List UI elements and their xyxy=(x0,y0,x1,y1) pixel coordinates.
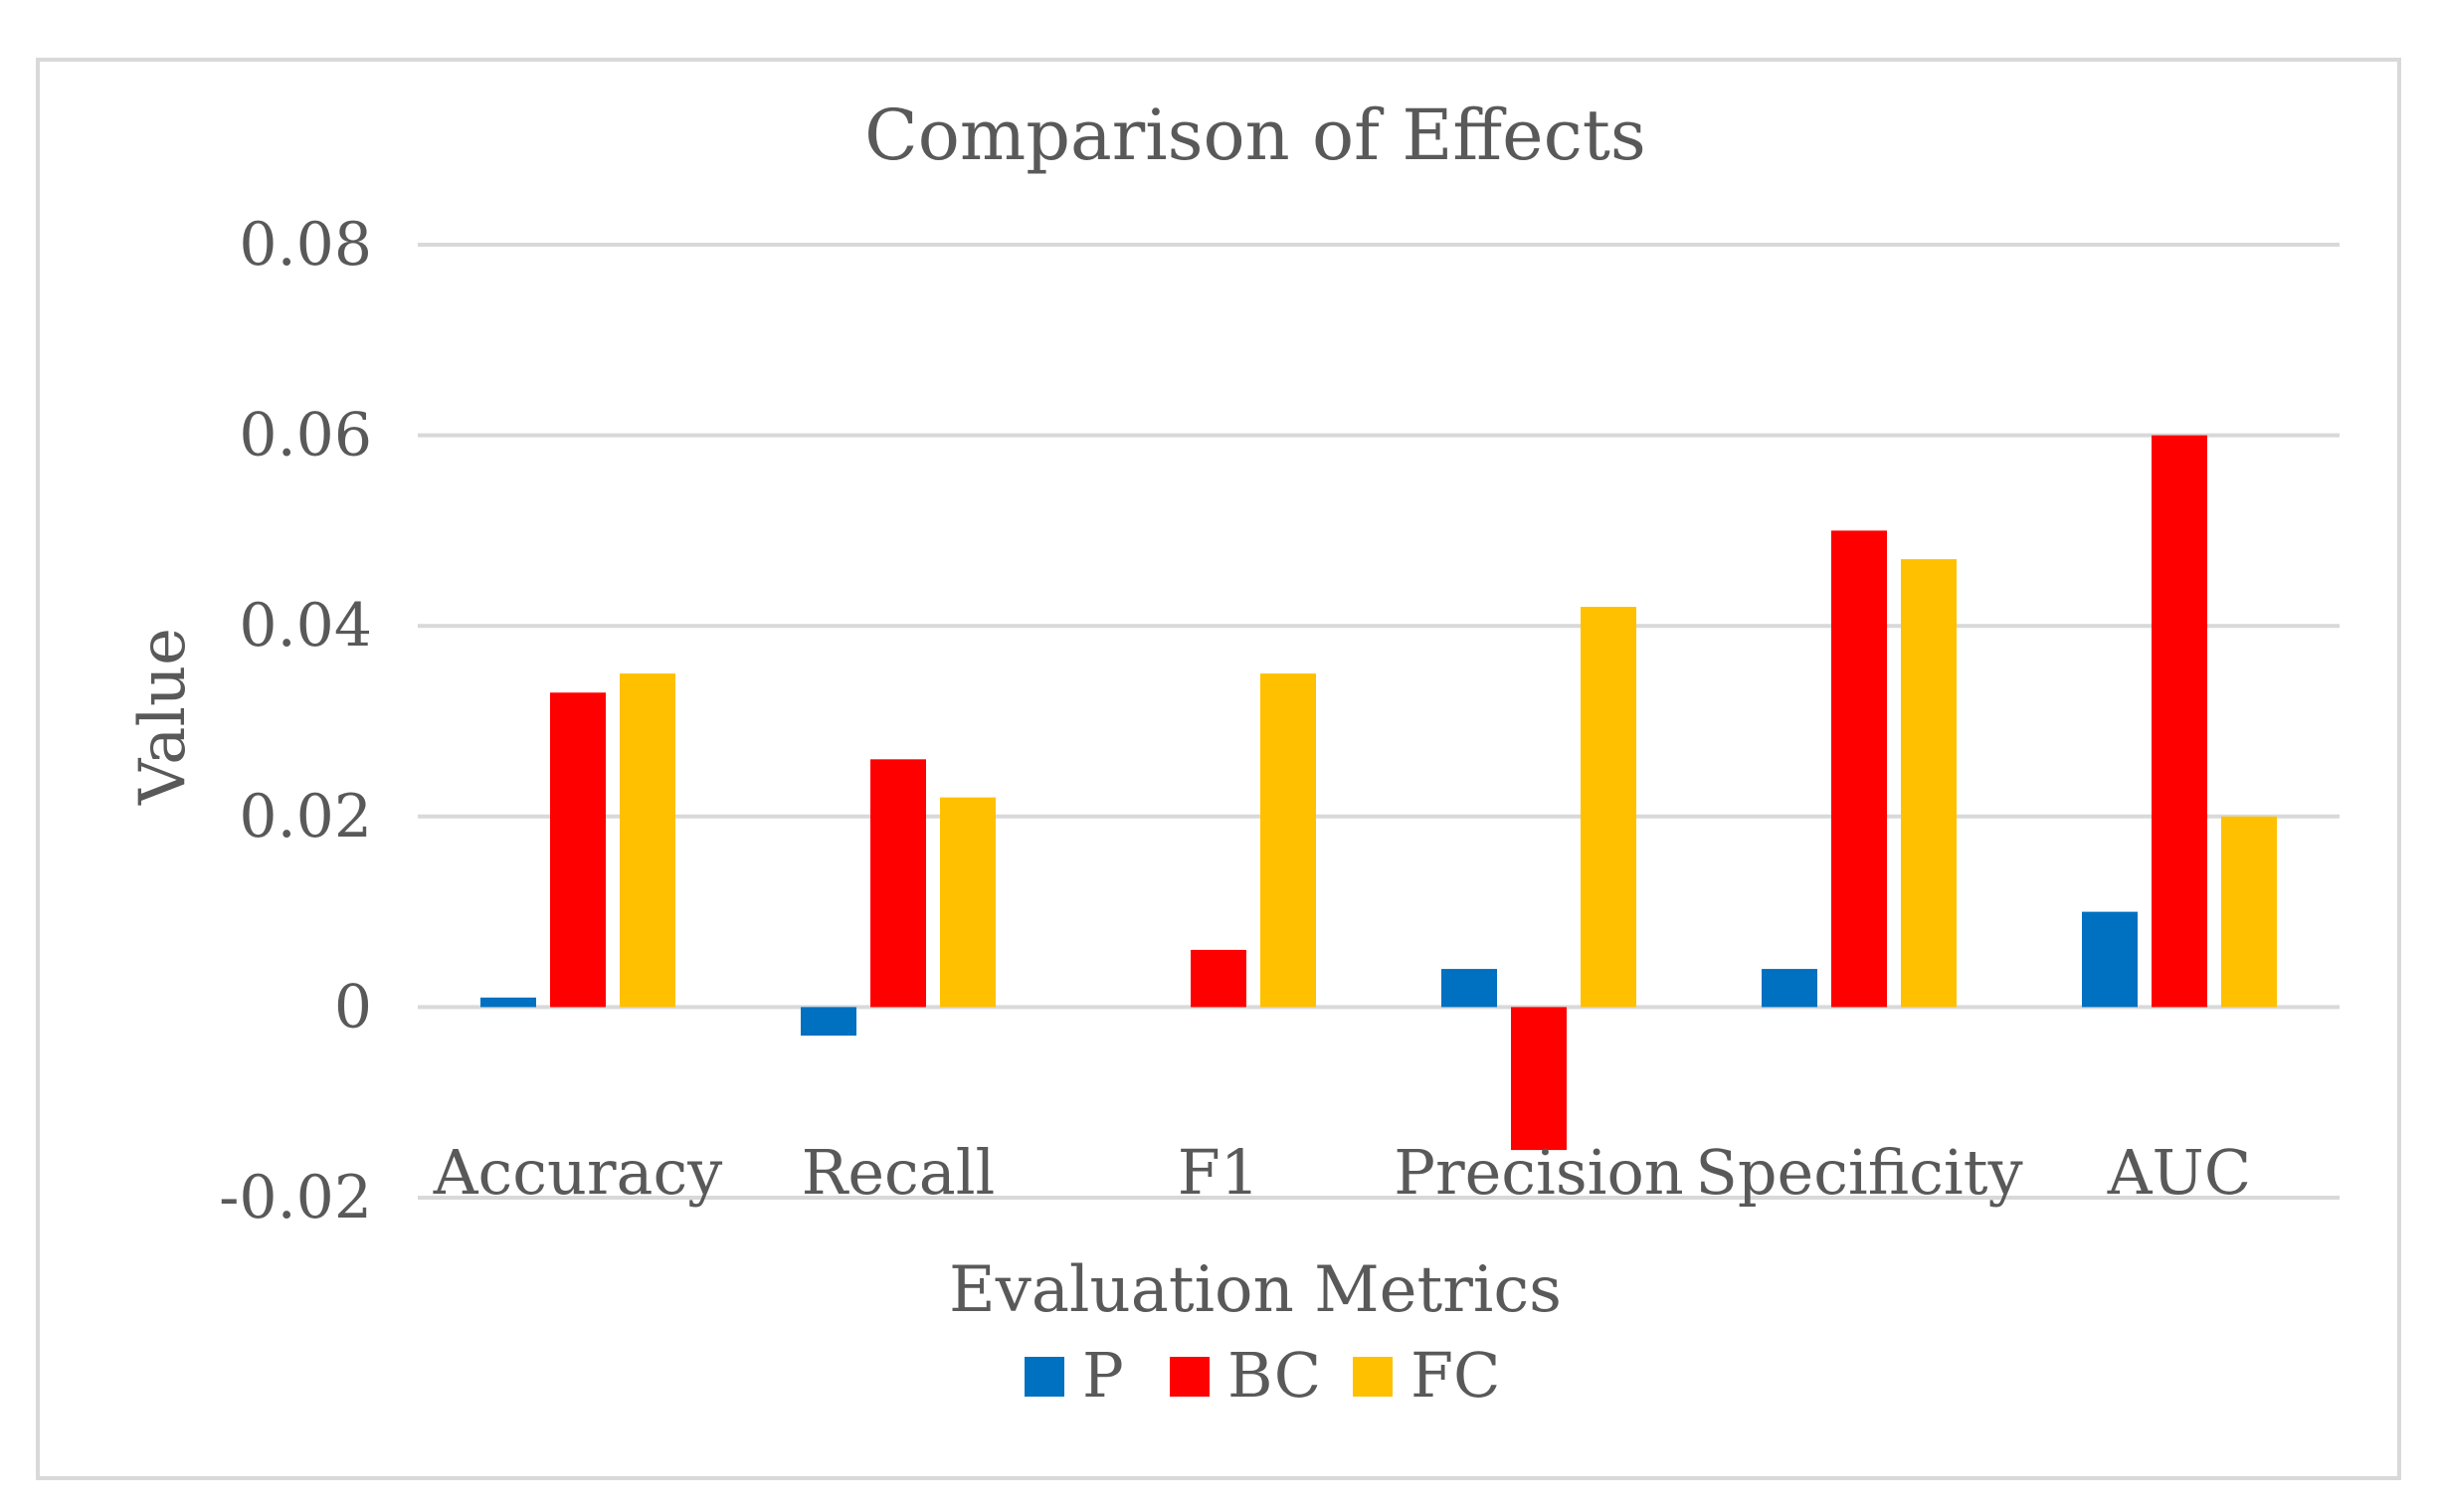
bar-fc-auc xyxy=(2221,816,2277,1008)
bar-fc-recall xyxy=(940,797,996,1008)
x-tick-label: Accuracy xyxy=(433,1136,723,1209)
bar-p-recall xyxy=(801,1007,856,1037)
x-tick-label: F1 xyxy=(1178,1136,1259,1209)
bar-p-auc xyxy=(2082,911,2138,1008)
bar-bc-accuracy xyxy=(550,692,606,1008)
x-tick-label: AUC xyxy=(2107,1136,2251,1209)
legend: P BC FC xyxy=(1025,1339,1500,1412)
bar-fc-precision xyxy=(1581,607,1636,1008)
y-tick-label: 0.04 xyxy=(239,591,372,661)
bar-fc-accuracy xyxy=(620,673,675,1008)
x-tick-label: Recall xyxy=(802,1136,996,1209)
y-tick-label: 0.02 xyxy=(239,782,372,851)
bar-p-specificity xyxy=(1762,969,1817,1008)
bar-bc-recall xyxy=(870,759,926,1008)
x-axis-title: Evaluation Metrics xyxy=(949,1253,1562,1327)
bars xyxy=(480,435,2277,1151)
gridlines xyxy=(418,243,2340,1200)
legend-label-fc: FC xyxy=(1410,1339,1500,1412)
x-tick-label: Specificity xyxy=(1695,1136,2022,1209)
x-axis-tick-labels: Accuracy Recall F1 Precision Specificity AUC xyxy=(433,1136,2251,1209)
x-tick-label: Precision xyxy=(1394,1136,1684,1209)
legend-label-p: P xyxy=(1082,1339,1124,1412)
y-tick-label: 0.06 xyxy=(239,401,372,471)
bar-fc-specificity xyxy=(1901,559,1957,1008)
bar-p-precision xyxy=(1441,969,1497,1008)
y-axis-title: Value xyxy=(126,628,200,806)
bar-p-accuracy xyxy=(480,997,536,1008)
bar-bc-specificity xyxy=(1831,530,1887,1008)
legend-swatch-bc xyxy=(1170,1357,1210,1397)
bar-fc-f1 xyxy=(1260,673,1316,1008)
chart-frame xyxy=(36,58,2401,1480)
bar-bc-f1 xyxy=(1191,949,1246,1008)
y-tick-label: -0.02 xyxy=(219,1163,372,1232)
bar-bc-auc xyxy=(2152,435,2207,1008)
chart-title: Comparison of Effects xyxy=(864,94,1646,176)
legend-label-bc: BC xyxy=(1227,1339,1321,1412)
legend-swatch-p xyxy=(1025,1357,1064,1397)
y-tick-label: 0.08 xyxy=(239,210,372,280)
y-tick-label: 0 xyxy=(334,972,372,1041)
legend-swatch-fc xyxy=(1353,1357,1393,1397)
bar-bc-precision xyxy=(1511,1007,1567,1151)
y-axis-tick-labels: -0.02 0 0.02 0.04 0.06 0.08 xyxy=(219,210,372,1232)
